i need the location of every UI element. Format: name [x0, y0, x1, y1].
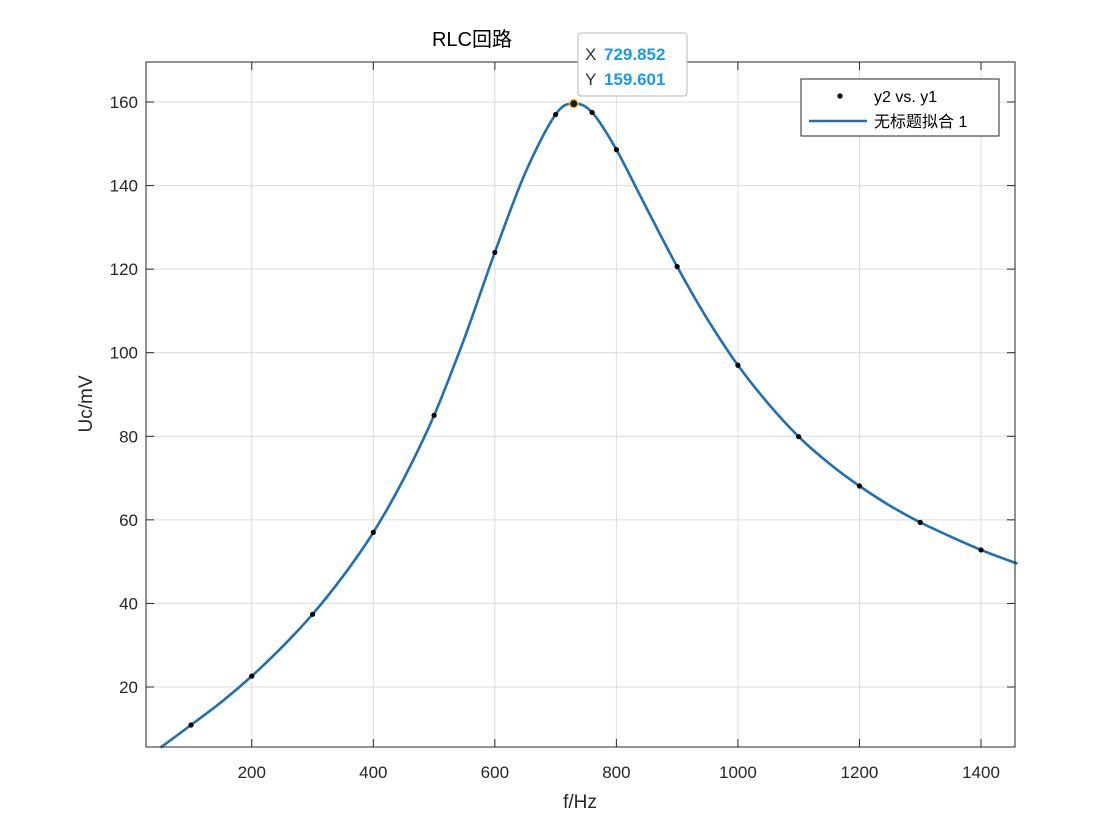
datatip-marker: [568, 98, 579, 109]
legend-marker-points: [837, 93, 843, 99]
datatip-x-value: 729.852: [604, 45, 665, 64]
data-point[interactable]: [796, 434, 802, 440]
grid-lines: [146, 62, 1015, 747]
y-tick-label: 40: [119, 594, 138, 613]
data-point[interactable]: [978, 547, 984, 553]
legend[interactable]: y2 vs. y1 无标题拟合 1: [800, 78, 1000, 137]
data-points-layer: [188, 101, 984, 728]
x-axis-label: f/Hz: [563, 792, 597, 813]
data-point[interactable]: [249, 673, 255, 679]
data-point[interactable]: [370, 529, 376, 535]
data-point[interactable]: [589, 109, 595, 116]
datatip-y-value: 159.601: [604, 70, 665, 89]
x-tick-label: 800: [602, 763, 630, 782]
x-tick-label: 400: [359, 763, 387, 782]
fit-curve-layer: [159, 102, 1018, 749]
y-tick-label: 120: [110, 260, 138, 279]
data-point[interactable]: [735, 362, 741, 368]
datatip-y-label: Y: [585, 70, 596, 89]
y-tick-label: 20: [119, 678, 138, 697]
legend-entry-points: y2 vs. y1: [874, 89, 937, 106]
x-tick-label: 200: [238, 763, 266, 782]
data-point[interactable]: [492, 249, 498, 256]
data-point[interactable]: [613, 147, 619, 153]
datatip-x-label: X: [585, 45, 596, 64]
data-point[interactable]: [431, 412, 437, 418]
chart-title: RLC回路: [432, 28, 512, 51]
axis-ticks: 200 400 600 800 1000 1200 1400 20 40 60 80 100 120 14…: [110, 62, 1015, 782]
y-tick-label: 100: [110, 344, 138, 363]
y-tick-label: 140: [110, 177, 138, 196]
datatip-box: [577, 32, 688, 97]
datatip[interactable]: X 729.852 Y 159.601: [568, 32, 688, 109]
x-tick-label: 1200: [841, 763, 879, 782]
y-axis-label: Uc/mV: [76, 375, 97, 432]
legend-entry-fit: 无标题拟合 1: [874, 113, 967, 131]
x-tick-label: 1000: [719, 763, 757, 782]
data-point[interactable]: [553, 111, 559, 118]
axes-box: [145, 61, 1016, 748]
data-point[interactable]: [856, 483, 863, 489]
legend-box: [800, 78, 1000, 137]
y-tick-label: 60: [119, 511, 138, 530]
data-point[interactable]: [188, 722, 194, 728]
fit-curve-line: [159, 102, 1018, 749]
data-point[interactable]: [917, 519, 923, 525]
y-tick-label: 80: [119, 427, 138, 446]
x-tick-label: 600: [481, 763, 509, 782]
data-point[interactable]: [674, 264, 680, 270]
x-tick-label: 1400: [962, 763, 1000, 782]
y-tick-label: 160: [110, 93, 138, 112]
data-point[interactable]: [309, 611, 316, 617]
